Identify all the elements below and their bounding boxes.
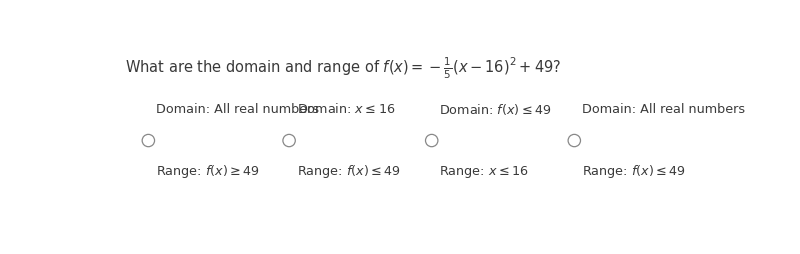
Text: Range: $f(x) \leq 49$: Range: $f(x) \leq 49$ (582, 163, 686, 180)
Text: What are the domain and range of $f(x) = -\frac{1}{5}(x - 16)^2 + 49$?: What are the domain and range of $f(x) =… (125, 56, 561, 81)
Text: Range: $f(x) \leq 49$: Range: $f(x) \leq 49$ (297, 163, 401, 180)
Text: Range: $f(x) \geq 49$: Range: $f(x) \geq 49$ (156, 163, 260, 180)
Text: Domain: $f(x) \leq 49$: Domain: $f(x) \leq 49$ (439, 101, 552, 116)
Text: Range: $x \leq 16$: Range: $x \leq 16$ (439, 163, 529, 179)
Text: Domain: All real numbers: Domain: All real numbers (156, 102, 319, 115)
Text: Domain: All real numbers: Domain: All real numbers (582, 102, 745, 115)
Text: Domain: $x \leq 16$: Domain: $x \leq 16$ (297, 102, 395, 116)
